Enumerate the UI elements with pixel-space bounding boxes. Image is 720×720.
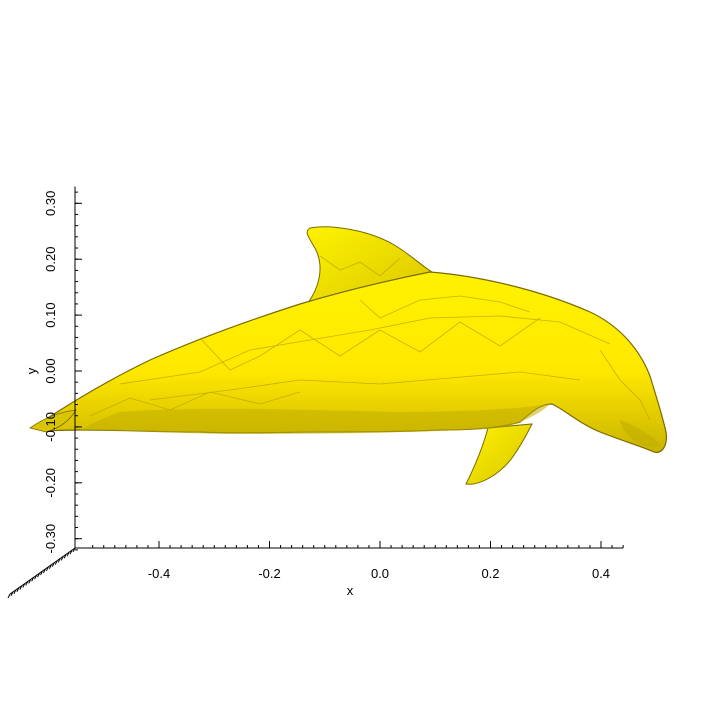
z-tick xyxy=(19,585,23,590)
z-tick xyxy=(13,589,17,595)
pectoral-fin xyxy=(465,423,533,485)
y-tick-label: -0.20 xyxy=(43,468,58,498)
z-tick xyxy=(10,591,14,597)
z-tick xyxy=(72,547,76,553)
dolphin-surface xyxy=(29,226,667,485)
z-tick xyxy=(28,579,32,584)
z-tick xyxy=(63,554,67,559)
y-tick-label: -0.10 xyxy=(43,412,58,442)
z-tick xyxy=(60,556,64,561)
rostrum-shade xyxy=(620,420,660,448)
y-tick-label: 0.00 xyxy=(43,358,58,383)
z-tick xyxy=(57,558,61,563)
y-tick-label: -0.30 xyxy=(43,524,58,554)
z-tick xyxy=(37,572,40,578)
z-tick xyxy=(66,551,70,557)
mesh-facets xyxy=(89,255,651,421)
y-tick-label: 0.20 xyxy=(43,247,58,272)
x-tick-label: -0.2 xyxy=(258,566,280,581)
y-tick-label: 0.30 xyxy=(43,191,58,216)
z-tick xyxy=(54,560,58,565)
axes: -0.4 -0.2 0.0 0.2 0.4 x -0.30 -0.20 -0.10 0.00 0.1… xyxy=(7,186,624,599)
z-tick xyxy=(51,562,55,567)
y-tick-label: 0.10 xyxy=(43,302,58,327)
z-tick xyxy=(69,549,73,555)
z-tick xyxy=(7,593,11,599)
x-tick-label: 0.4 xyxy=(592,566,610,581)
belly-shade xyxy=(80,404,550,434)
z-tick xyxy=(16,587,20,592)
z-tick xyxy=(45,566,49,572)
z-tick xyxy=(31,577,35,582)
x-tick-label: -0.4 xyxy=(148,566,170,581)
x-tick-label: 0.0 xyxy=(371,566,389,581)
z-tick xyxy=(43,568,46,574)
x-axis-title: x xyxy=(347,583,354,598)
z-tick xyxy=(22,583,26,588)
z-tick xyxy=(25,581,29,586)
y-axis-title: y xyxy=(24,367,39,374)
tail-fluke xyxy=(29,409,77,433)
z-tick xyxy=(34,574,38,580)
z-tick xyxy=(40,570,43,576)
x-tick-label: 0.2 xyxy=(481,566,499,581)
z-tick xyxy=(48,564,52,569)
